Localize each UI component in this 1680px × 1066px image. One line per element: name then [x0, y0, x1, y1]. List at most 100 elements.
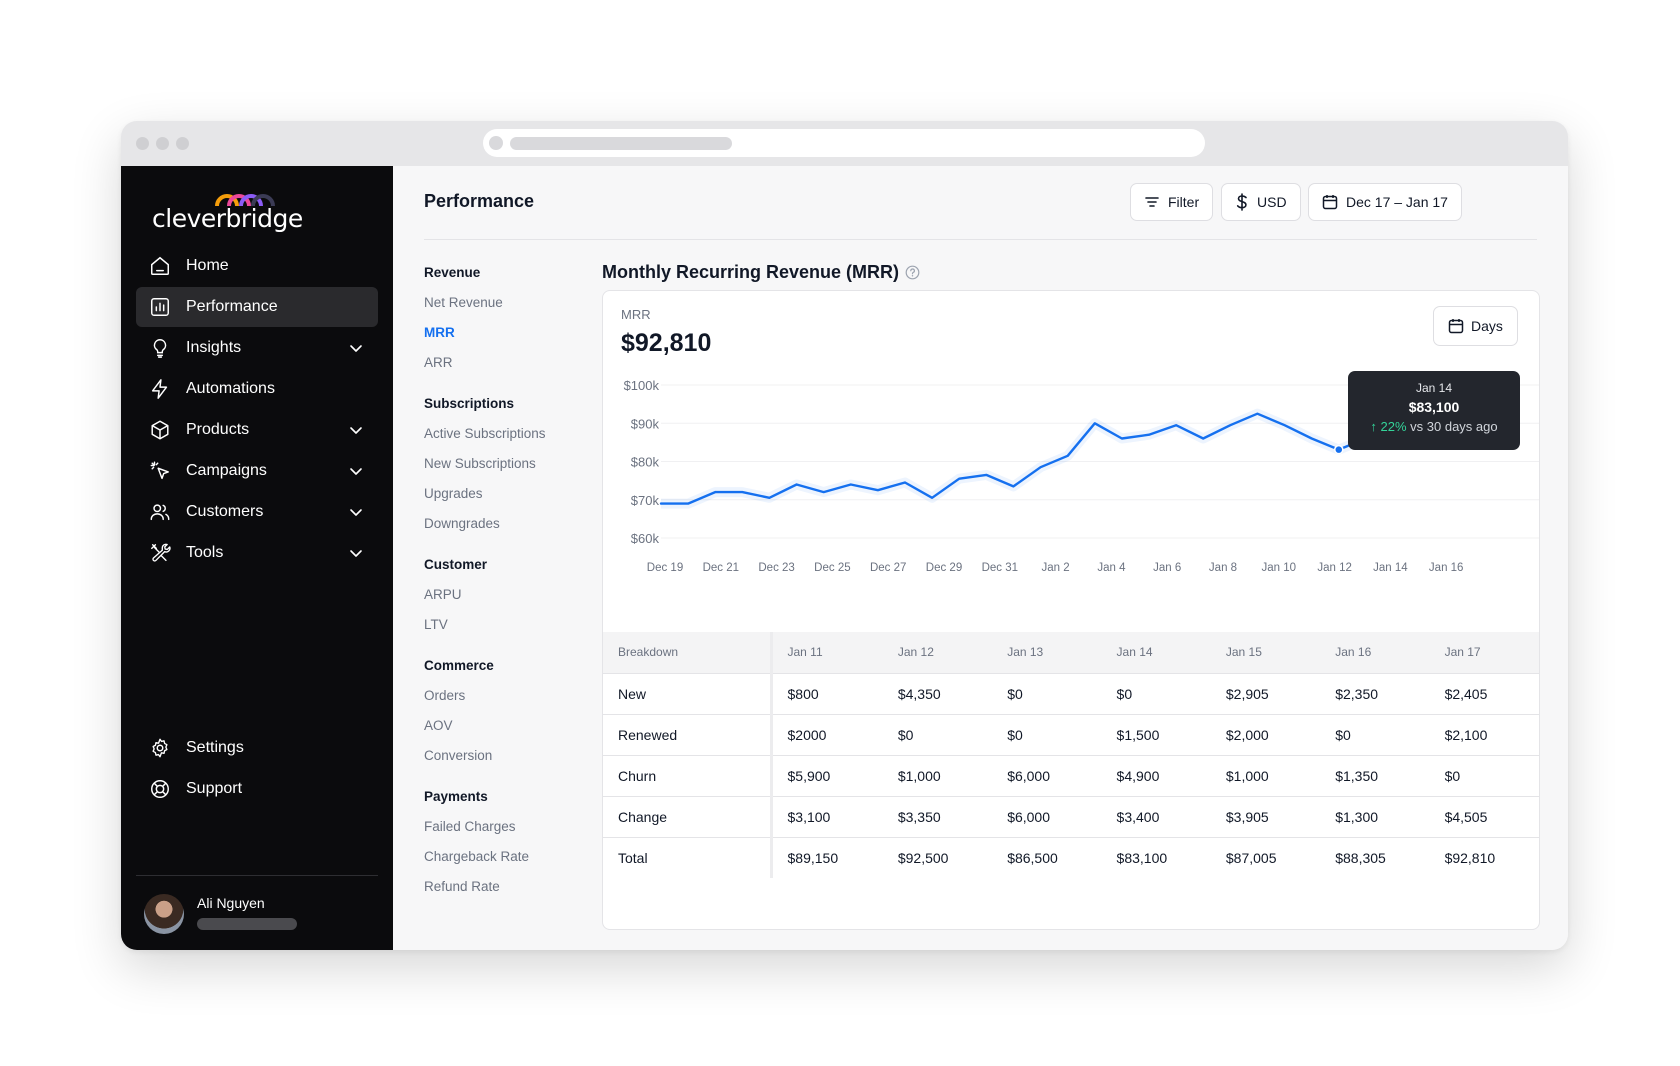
sidebar-item-support[interactable]: Support — [136, 769, 378, 809]
tools-icon — [148, 541, 172, 565]
y-tick-label: $100k — [624, 378, 660, 393]
column-header-jan-17: Jan 17 — [1429, 632, 1539, 674]
table-cell: $87,005 — [1225, 849, 1277, 866]
chevron-down-icon[interactable] — [348, 545, 364, 561]
sidebar-item-tools[interactable]: Tools — [136, 533, 378, 573]
chevron-down-icon[interactable] — [348, 504, 364, 520]
table-cell: $800 — [771, 673, 883, 715]
subnav-section-subscriptions: Subscriptions — [424, 396, 515, 411]
subnav-item-conversion[interactable]: Conversion — [424, 748, 493, 763]
window-minimize-dot[interactable] — [156, 137, 169, 150]
subnav-item-chargeback-rate[interactable]: Chargeback Rate — [424, 849, 530, 864]
address-bar[interactable] — [483, 129, 1205, 157]
logo-arcs-icon — [215, 194, 275, 207]
sidebar-item-label: Settings — [186, 739, 244, 756]
subnav-item-new-subscriptions[interactable]: New Subscriptions — [424, 456, 536, 471]
users-icon — [148, 500, 172, 524]
tooltip-delta-text: vs 30 days ago — [1406, 419, 1498, 434]
chevron-down-icon[interactable] — [348, 422, 364, 438]
tooltip-delta: ↑ 22% vs 30 days ago — [1348, 419, 1520, 434]
sidebar-item-label: Products — [186, 421, 250, 438]
subnav-item-arpu[interactable]: ARPU — [424, 587, 462, 602]
user-email-placeholder — [197, 918, 297, 930]
filter-button[interactable]: Filter — [1130, 183, 1214, 221]
page-title: Performance — [424, 191, 535, 211]
sidebar-item-settings[interactable]: Settings — [136, 728, 378, 768]
subnav-item-mrr[interactable]: MRR — [424, 325, 455, 340]
x-tick-label: Dec 31 — [982, 562, 1018, 574]
sidebar-item-performance[interactable]: Performance — [136, 287, 378, 327]
sidebar-item-home[interactable]: Home — [136, 246, 378, 286]
table-cell: $92,810 — [1444, 849, 1496, 866]
brand-name: cleverbridge — [152, 204, 303, 233]
subnav-item-failed-charges[interactable]: Failed Charges — [424, 819, 516, 834]
header-divider — [424, 239, 1537, 240]
subnav-item-active-subscriptions[interactable]: Active Subscriptions — [424, 426, 546, 441]
chart-title: Monthly Recurring Revenue (MRR) — [602, 262, 900, 282]
days-granularity-button[interactable]: Days — [1433, 306, 1518, 346]
gear-icon — [148, 736, 172, 760]
chart-tooltip: Jan 14 $83,100 ↑ 22% vs 30 days ago — [1348, 371, 1520, 450]
sidebar-item-insights[interactable]: Insights — [136, 328, 378, 368]
subnav-item-refund-rate[interactable]: Refund Rate — [424, 879, 500, 894]
filter-label: Filter — [1168, 194, 1200, 210]
x-tick-label: Jan 8 — [1209, 562, 1237, 574]
subnav-gap — [424, 771, 599, 782]
brand-logo[interactable]: cleverbridge — [152, 192, 303, 238]
table-cell: $0 — [1320, 714, 1430, 756]
sidebar-item-products[interactable]: Products — [136, 410, 378, 450]
subnav-gap — [424, 539, 599, 550]
breakdown-table: Breakdown Jan 11 Jan 12 Jan 13 Jan 14 Jan 15 J… — [603, 632, 1539, 878]
table-cell: $83,100 — [1116, 849, 1168, 866]
user-profile[interactable]: Ali Nguyen — [144, 892, 374, 936]
subnav-section-revenue: Revenue — [424, 265, 481, 280]
subnav-item-downgrades[interactable]: Downgrades — [424, 516, 500, 531]
row-label: Renewed — [603, 714, 773, 756]
row-label: New — [603, 673, 773, 715]
dollar-icon — [1236, 193, 1247, 211]
sidebar-item-label: Customers — [186, 503, 264, 520]
subnav-item-ltv[interactable]: LTV — [424, 617, 448, 632]
column-header-jan-16: Jan 16 — [1320, 632, 1430, 674]
chevron-down-icon[interactable] — [348, 463, 364, 479]
x-tick-label: Jan 10 — [1262, 562, 1297, 574]
site-info-icon — [489, 136, 503, 150]
days-label: Days — [1471, 318, 1503, 334]
home-icon — [148, 254, 172, 278]
help-icon[interactable] — [905, 265, 920, 280]
sidebar-item-automations[interactable]: Automations — [136, 369, 378, 409]
sidebar-item-label: Support — [186, 780, 243, 797]
column-header-jan-14: Jan 14 — [1101, 632, 1211, 674]
subnav-item-net-revenue[interactable]: Net Revenue — [424, 295, 503, 310]
tooltip-delta-percent: 22% — [1380, 419, 1407, 434]
x-tick-label: Dec 25 — [814, 562, 850, 574]
sidebar-item-label: Insights — [186, 339, 242, 356]
row-label: Change — [603, 796, 773, 838]
date-range-button[interactable]: Dec 17 – Jan 17 — [1308, 183, 1462, 221]
subnav-item-aov[interactable]: AOV — [424, 718, 453, 733]
tooltip-value: $83,100 — [1408, 399, 1460, 415]
table-cell: $6,000 — [992, 796, 1102, 838]
subnav-item-orders[interactable]: Orders — [424, 688, 466, 703]
filter-icon — [1145, 197, 1159, 207]
table-row-churn: Churn $5,900 $1,000 $6,000 $4,900 $1,000 $1,35… — [603, 755, 1539, 797]
subnav-item-upgrades[interactable]: Upgrades — [424, 486, 483, 501]
table-cell: $89,150 — [787, 849, 839, 866]
window-close-dot[interactable] — [136, 137, 149, 150]
table-cell: $4,350 — [882, 673, 993, 715]
sidebar-item-campaigns[interactable]: Campaigns — [136, 451, 378, 491]
window-maximize-dot[interactable] — [176, 137, 189, 150]
sidebar-item-label: Tools — [186, 544, 224, 561]
currency-button[interactable]: USD — [1221, 183, 1301, 221]
x-tick-label: Dec 23 — [758, 562, 794, 574]
subnav-item-arr[interactable]: ARR — [424, 355, 453, 370]
sidebar-item-customers[interactable]: Customers — [136, 492, 378, 532]
x-tick-label: Dec 27 — [870, 562, 906, 574]
sidebar-item-label: Campaigns — [186, 462, 267, 479]
sidebar-divider — [136, 875, 378, 876]
chevron-down-icon[interactable] — [348, 340, 364, 356]
table-row-total: Total $89,150 $92,500 $86,500 $83,100 $87,005… — [603, 837, 1539, 878]
avatar — [144, 894, 184, 934]
row-label: Churn — [603, 755, 773, 797]
table-cell: $2,000 — [1210, 714, 1321, 756]
